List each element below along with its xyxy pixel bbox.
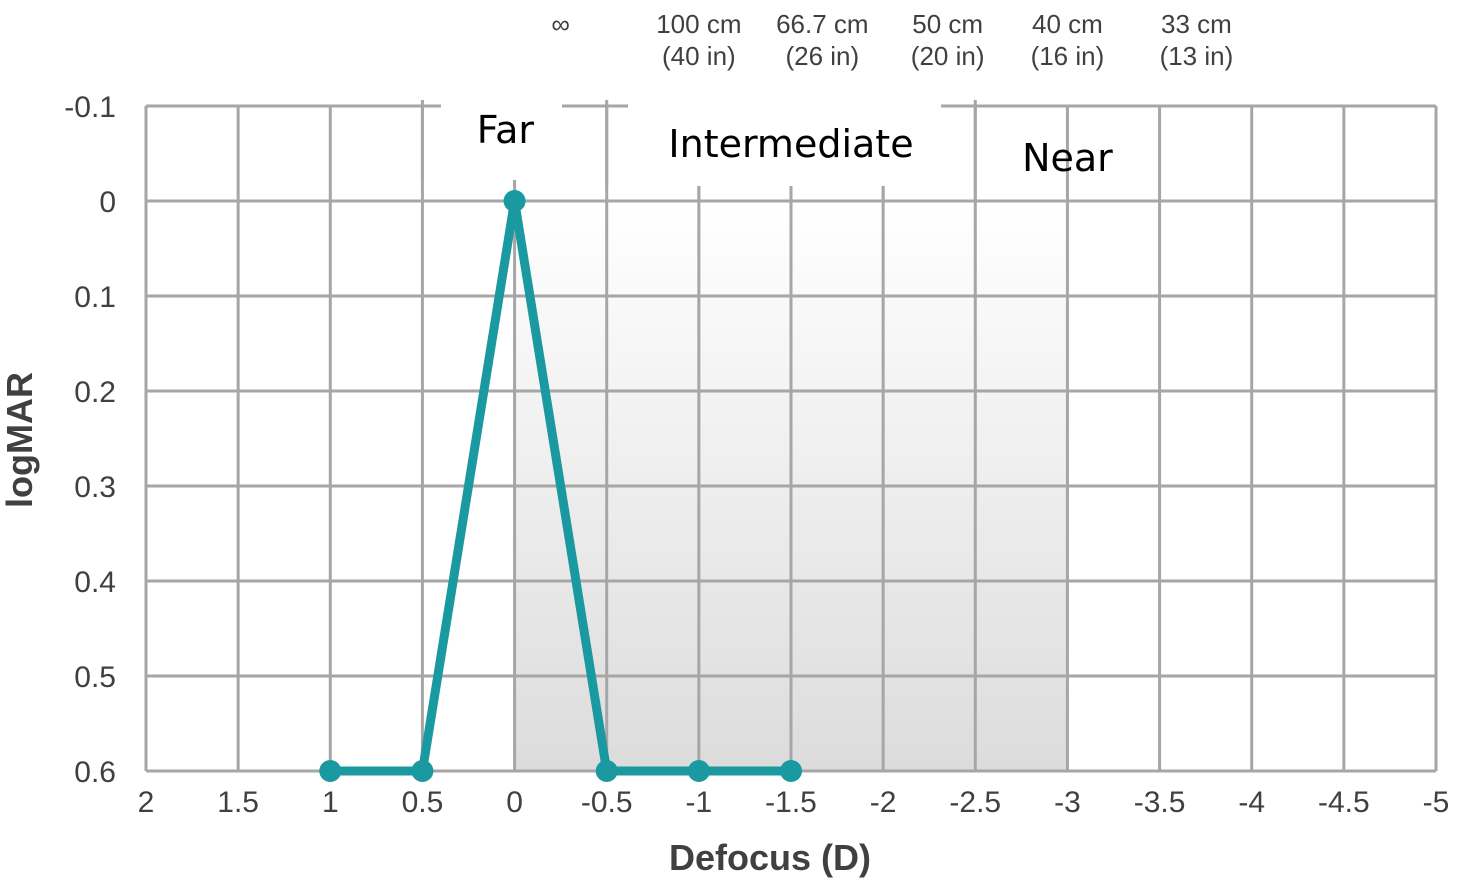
- far-label-background: [441, 100, 562, 180]
- x-tick-label: 0.5: [402, 786, 444, 819]
- x-tick-label: -1: [686, 786, 713, 819]
- data-point: [503, 190, 526, 212]
- region-label-far: Far: [477, 108, 535, 152]
- top-distance-label-inches: (16 in): [1031, 41, 1105, 71]
- y-tick-label: 0.4: [74, 566, 116, 599]
- region-label-near: Near: [1022, 136, 1113, 180]
- top-distance-label: 50 cm: [912, 9, 983, 39]
- x-tick-label: -4.5: [1318, 786, 1370, 819]
- y-axis-title: logMAR: [0, 372, 40, 508]
- series-line: [330, 200, 791, 776]
- top-distance-label-inches: (20 in): [911, 41, 985, 71]
- data-point: [595, 760, 618, 782]
- x-tick-label: -3: [1054, 786, 1081, 819]
- y-tick-label: 0.1: [74, 281, 116, 314]
- x-tick-label: -3.5: [1134, 786, 1186, 819]
- x-tick-label: 0: [506, 786, 523, 819]
- x-tick-label: -5: [1423, 786, 1450, 819]
- x-tick-label: -2.5: [949, 786, 1001, 819]
- top-distance-label: 40 cm: [1032, 9, 1103, 39]
- y-tick-label: 0: [99, 186, 116, 219]
- data-point: [319, 760, 342, 782]
- top-distance-label: ∞: [551, 9, 570, 39]
- x-tick-label: -1.5: [765, 786, 817, 819]
- top-distance-label-inches: (13 in): [1160, 41, 1234, 71]
- y-tick-label: 0.5: [74, 661, 116, 694]
- top-distance-label: 66.7 cm: [776, 9, 869, 39]
- data-point: [411, 760, 434, 782]
- x-tick-label: 1.5: [217, 786, 259, 819]
- data-point: [780, 760, 802, 782]
- x-tick-label: 1: [322, 786, 339, 819]
- y-tick-label: 0.6: [74, 756, 116, 789]
- top-distance-label-inches: (26 in): [785, 41, 859, 71]
- x-axis-title: Defocus (D): [669, 837, 871, 878]
- top-distance-label-inches: (40 in): [662, 41, 736, 71]
- x-tick-label: 2: [138, 786, 155, 819]
- region-label-intermediate: Intermediate: [668, 122, 913, 166]
- x-tick-label: -0.5: [581, 786, 633, 819]
- x-tick-label: -2: [870, 786, 897, 819]
- x-tick-label: -4: [1238, 786, 1265, 819]
- y-tick-label: 0.3: [74, 471, 116, 504]
- data-point: [687, 760, 710, 782]
- intermediate-label-background: [628, 100, 941, 186]
- top-distance-label: 100 cm: [656, 9, 741, 39]
- y-tick-label: 0.2: [74, 376, 116, 409]
- top-distance-label: 33 cm: [1161, 9, 1232, 39]
- y-tick-label: -0.1: [64, 91, 116, 124]
